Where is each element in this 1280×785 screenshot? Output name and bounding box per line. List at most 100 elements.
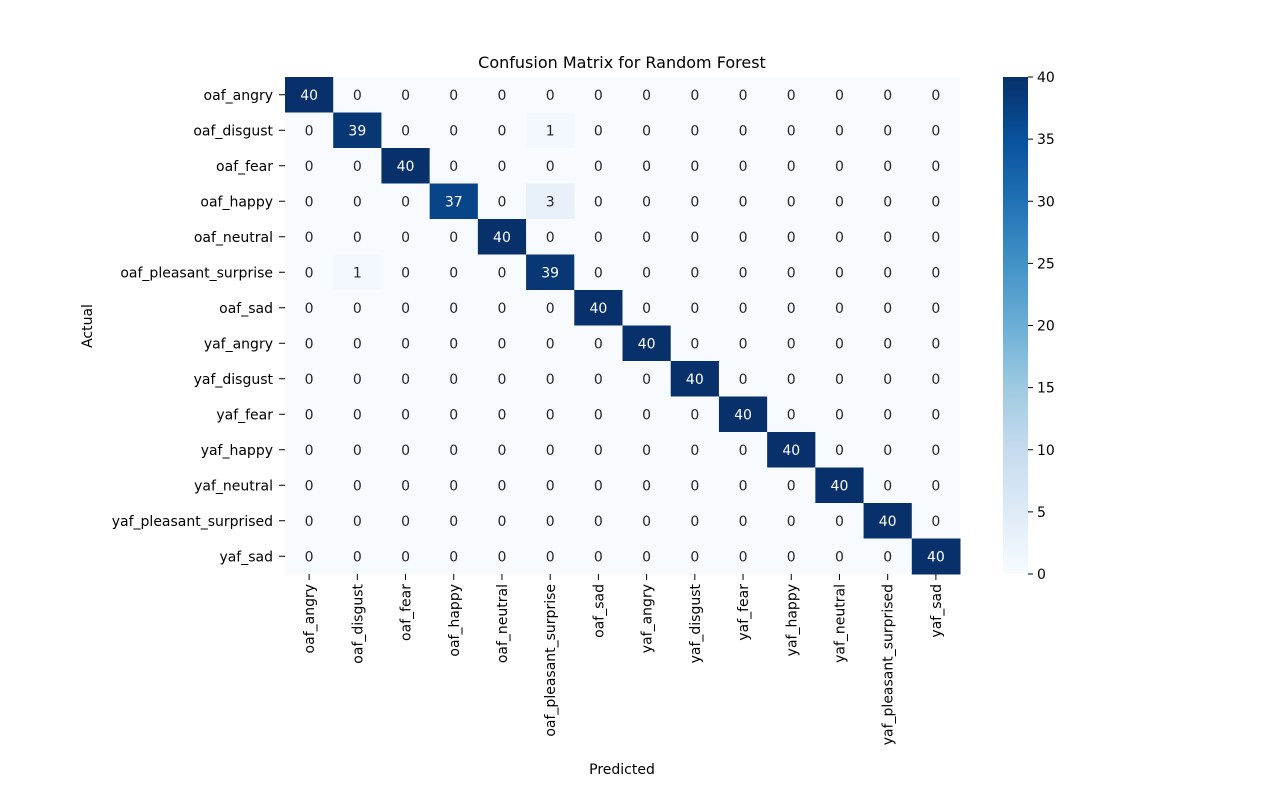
cell-value-label: 0 (401, 88, 410, 104)
cell-value-label: 0 (739, 336, 748, 352)
heatmap-cell (815, 112, 865, 149)
heatmap-cell (429, 467, 479, 504)
heatmap-cell (863, 148, 913, 184)
cell-value-label: 0 (594, 194, 603, 210)
heatmap-cell (815, 503, 865, 539)
heatmap-cell (333, 396, 382, 433)
heatmap-cell (863, 219, 913, 255)
cell-value-label: 0 (449, 443, 458, 459)
cell-value-label: 0 (739, 230, 748, 246)
colorbar-tick-label: 0 (1037, 567, 1046, 583)
heatmap-cell (670, 77, 720, 113)
cell-value-label: 0 (449, 407, 458, 423)
cell-value-label: 0 (642, 478, 651, 494)
cell-value-label: 0 (353, 194, 362, 210)
cell-value-label: 0 (739, 372, 748, 388)
cell-value-label: 0 (498, 514, 507, 530)
cell-value-label: 0 (883, 336, 892, 352)
heatmap-cell (767, 183, 816, 220)
cell-value-label: 39 (541, 265, 559, 281)
cell-value-label: 0 (787, 123, 796, 139)
heatmap-cell (670, 503, 720, 539)
heatmap-cell (333, 538, 382, 575)
heatmap-cell (574, 325, 623, 362)
cell-value-label: 0 (690, 194, 699, 210)
cell-value-label: 0 (594, 407, 603, 423)
cell-value-label: 0 (690, 443, 699, 459)
heatmap-cell (381, 432, 431, 468)
cell-value-label: 0 (498, 194, 507, 210)
heatmap-cell (815, 148, 865, 184)
heatmap-cell (381, 112, 431, 149)
cell-value-label: 0 (739, 478, 748, 494)
heatmap-cell (285, 538, 334, 575)
cell-value-label: 0 (449, 514, 458, 530)
cell-value-label: 0 (931, 301, 940, 317)
cell-value-label: 0 (835, 336, 844, 352)
cell-value-label: 0 (498, 123, 507, 139)
heatmap-cell (429, 77, 479, 113)
cell-value-label: 0 (401, 265, 410, 281)
x-tick-label: oaf_fear (399, 584, 415, 641)
cell-value-label: 0 (546, 549, 555, 565)
heatmap-cell (285, 254, 334, 291)
heatmap-cell (333, 112, 382, 149)
cell-value-label: 0 (305, 336, 314, 352)
heatmap-cell (718, 219, 768, 255)
cell-value-label: 40 (493, 230, 511, 246)
heatmap-cell (526, 254, 575, 291)
heatmap-cell (911, 290, 961, 326)
heatmap-cell (285, 77, 334, 113)
heatmap-cell (911, 183, 961, 220)
cell-value-label: 40 (686, 372, 704, 388)
cell-value-label: 0 (353, 88, 362, 104)
cell-value-label: 0 (594, 336, 603, 352)
cell-value-label: 0 (835, 372, 844, 388)
heatmap-cell (911, 467, 961, 504)
cell-value-label: 0 (883, 123, 892, 139)
colorbar-tick-label: 30 (1037, 194, 1055, 210)
heatmap-cell (815, 396, 865, 433)
y-axis-label: Actual (80, 304, 96, 348)
heatmap-cell (622, 503, 672, 539)
x-tick-label: oaf_angry (302, 584, 318, 653)
heatmap-cell (381, 467, 431, 504)
heatmap-cell (477, 325, 527, 362)
cell-value-label: 0 (835, 230, 844, 246)
colorbar-tick-label: 20 (1037, 319, 1055, 335)
cell-value-label: 0 (787, 230, 796, 246)
cell-value-label: 0 (931, 514, 940, 530)
heatmap-cell (670, 219, 720, 255)
cell-value-label: 0 (787, 194, 796, 210)
heatmap-cell (381, 77, 431, 113)
heatmap-cell (526, 112, 575, 149)
heatmap-cell (815, 183, 865, 220)
cell-value-label: 0 (835, 194, 844, 210)
heatmap-cell (911, 432, 961, 468)
cell-value-label: 0 (835, 159, 844, 175)
cell-value-label: 0 (498, 407, 507, 423)
heatmap-cell (622, 112, 672, 149)
heatmap-cell (381, 361, 431, 397)
cell-value-label: 0 (353, 230, 362, 246)
heatmap-cell (381, 538, 431, 575)
heatmap-cell (574, 112, 623, 149)
cell-value-label: 40 (734, 407, 752, 423)
heatmap-cell (429, 325, 479, 362)
cell-value-label: 0 (642, 123, 651, 139)
heatmap-cell (526, 325, 575, 362)
heatmap-cell (767, 432, 816, 468)
heatmap-cell (767, 254, 816, 291)
heatmap-cell (526, 148, 575, 184)
heatmap-cell (767, 325, 816, 362)
cell-value-label: 0 (594, 514, 603, 530)
cell-value-label: 0 (931, 194, 940, 210)
cell-value-label: 0 (931, 336, 940, 352)
cell-value-label: 0 (642, 372, 651, 388)
colorbar: 0 5 10 15 20 25 30 35 40 (1003, 70, 1055, 583)
heatmap-cell (477, 112, 527, 149)
cell-value-label: 0 (498, 159, 507, 175)
x-tick-label: yaf_sad (929, 584, 945, 638)
cell-value-label: 0 (642, 301, 651, 317)
heatmap-cell (477, 254, 527, 291)
